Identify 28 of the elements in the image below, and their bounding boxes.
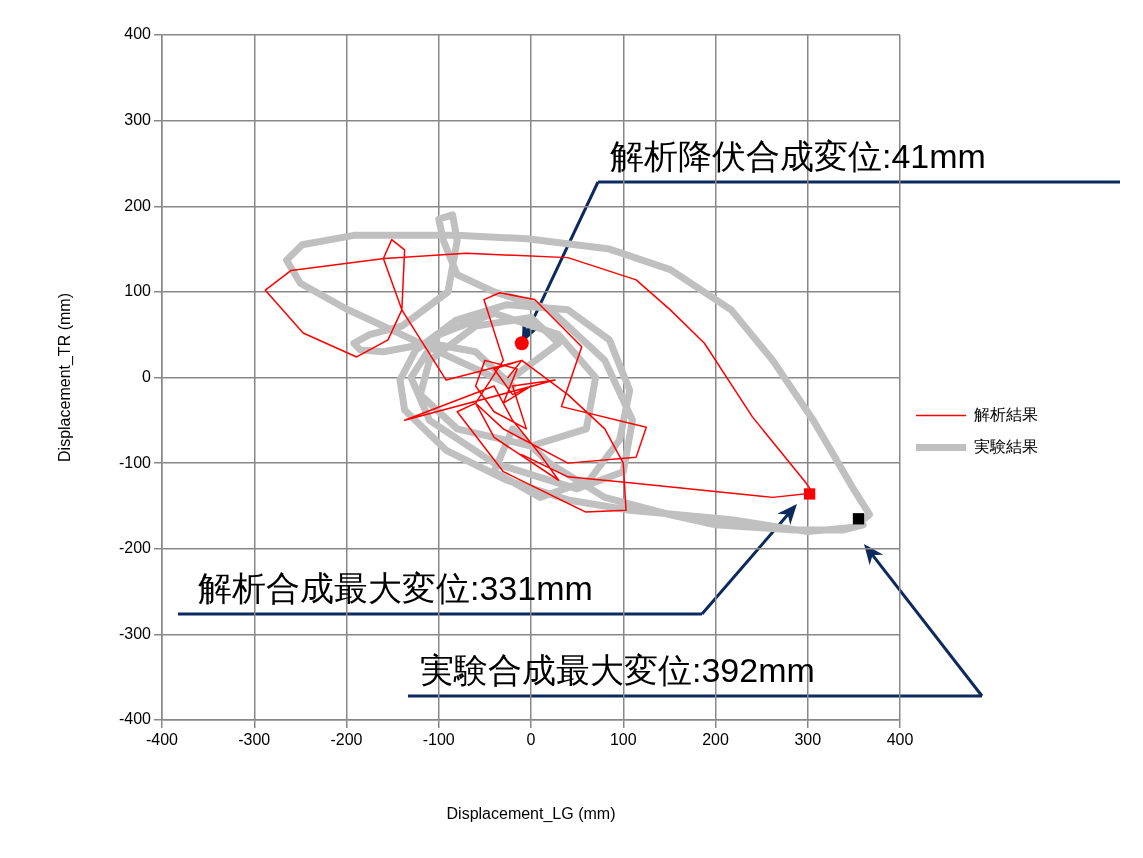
x-tick-label: 300	[794, 731, 822, 749]
point	[514, 336, 529, 351]
x-tick-label: -100	[422, 731, 455, 749]
point	[803, 488, 816, 500]
x-tick-label: -200	[330, 731, 363, 749]
x-tick-label: 100	[609, 731, 637, 749]
legend-label: 解析結果	[974, 405, 1038, 423]
legend-label: 実験結果	[974, 437, 1038, 455]
x-tick-label: 400	[886, 731, 914, 749]
point	[852, 513, 865, 525]
y-tick-label: 200	[124, 196, 152, 214]
x-axis-title: Displacement_LG (mm)	[446, 804, 616, 823]
y-tick-label: 100	[124, 282, 152, 300]
y-axis-title: Displacement_TR (mm)	[56, 293, 75, 462]
annotation: 解析降伏合成変位:41mm	[610, 136, 986, 176]
x-tick-label: 200	[702, 731, 729, 749]
x-tick-label: 0	[526, 731, 536, 749]
y-tick-label: 400	[124, 25, 152, 43]
y-tick-label: -100	[118, 453, 152, 471]
y-tick-label: 0	[142, 367, 152, 385]
y-tick-label: -300	[118, 624, 152, 642]
annotation: 解析合成最大変位:331mm	[198, 568, 593, 608]
x-tick-label: -300	[238, 731, 271, 749]
y-tick-label: 300	[124, 111, 152, 129]
y-tick-label: -200	[118, 539, 152, 557]
x-tick-label: -400	[145, 731, 179, 749]
annotation: 実験合成最大変位:392mm	[420, 650, 815, 690]
y-tick-label: -400	[118, 710, 152, 728]
